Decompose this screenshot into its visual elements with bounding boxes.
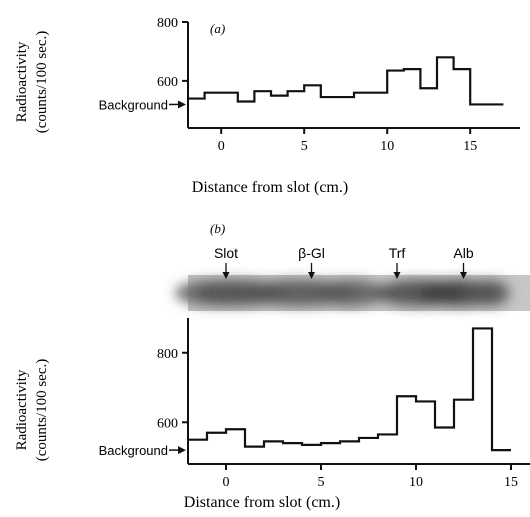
panel-a-label: (a) — [210, 21, 225, 36]
y-tick-label: 800 — [157, 16, 178, 31]
panel-b-series — [188, 327, 511, 452]
x-tick-label: 0 — [223, 475, 230, 490]
panel-a-series — [188, 56, 504, 106]
panel-a-xlabel: Distance from slot (cm.) — [192, 179, 348, 196]
panel-b-ylabel: Radioactivity — [14, 369, 30, 450]
x-tick-label: 15 — [504, 475, 518, 490]
electrophoresis-strip — [175, 275, 530, 311]
strip-labels: Slot β-Gl Trf Alb — [214, 245, 474, 279]
panel-a-ylabel-units: (counts/100 sec.) — [34, 31, 50, 133]
panel-a: (a) 0 5 10 15 600 800 Background Radioactivity… — [14, 16, 520, 196]
background-label: Background — [99, 443, 168, 458]
x-tick-label: 10 — [380, 139, 394, 154]
panel-a-axes: 0 5 10 15 600 800 Background — [99, 16, 520, 154]
panel-a-ylabel: Radioactivity — [14, 41, 30, 122]
strip-label: Trf — [389, 245, 406, 261]
panel-b-ylabel-units: (counts/100 sec.) — [34, 359, 50, 461]
background-label: Background — [99, 97, 168, 112]
strip-label: β-Gl — [298, 245, 325, 261]
x-tick-label: 0 — [218, 139, 225, 154]
strip-texture — [188, 275, 530, 311]
strip-label-arrow-head — [308, 272, 315, 279]
panel-b: (b) Slot β-Gl Trf Alb 0 5 10 15 600 800 Backgroun… — [14, 221, 530, 511]
strip-label-arrow-head — [393, 272, 401, 279]
strip-label-arrow-head — [222, 272, 230, 279]
background-arrow-head — [178, 446, 186, 455]
strip-label: Slot — [214, 245, 238, 261]
panel-b-axes: 0 5 10 15 600 800 Background — [99, 318, 530, 490]
y-tick-label: 800 — [157, 347, 178, 362]
background-arrow-head — [178, 100, 186, 109]
strip-label: Alb — [453, 245, 473, 261]
panel-b-xlabel: Distance from slot (cm.) — [184, 494, 340, 511]
x-tick-label: 15 — [463, 139, 477, 154]
panel-b-label: (b) — [210, 221, 225, 236]
strip-label-arrow-head — [460, 272, 467, 279]
x-tick-label: 10 — [409, 475, 423, 490]
series-1-step-line — [188, 327, 511, 452]
y-tick-label: 600 — [157, 416, 178, 431]
x-tick-label: 5 — [318, 475, 325, 490]
x-tick-label: 5 — [301, 139, 308, 154]
y-tick-label: 600 — [157, 75, 178, 90]
series-0-step-line — [188, 56, 504, 106]
